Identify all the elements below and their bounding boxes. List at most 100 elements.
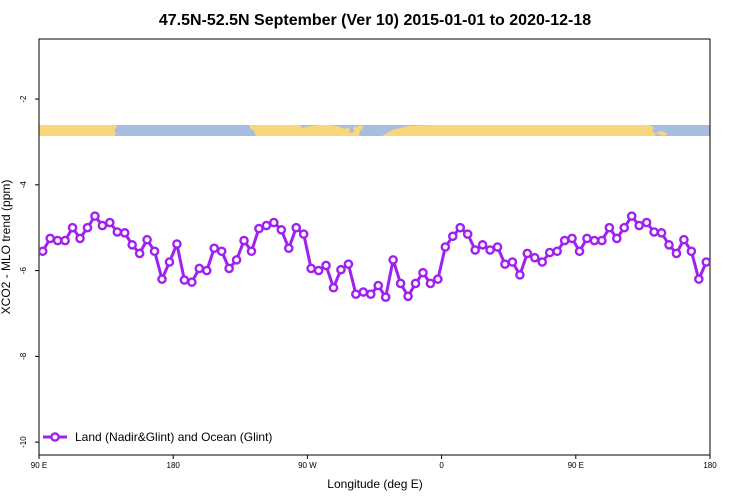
data-point [462,229,473,239]
x-tick-label: 90 E [568,461,584,470]
data-point [604,222,615,233]
plot-frame [38,38,711,456]
data-point [365,289,376,299]
data-point [477,240,488,250]
data-point [351,289,361,299]
data-point [544,247,555,258]
data-point [567,233,577,244]
data-point [97,220,108,231]
y-axis-label: XCO2 - MLO trend (ppm) [0,180,13,315]
data-point [686,246,697,257]
data-point [306,263,316,274]
data-point [172,239,182,249]
data-point [142,234,152,245]
data-point [612,233,622,244]
data-point [343,259,354,269]
data-point [395,278,406,289]
data-point [358,287,369,297]
data-point [515,270,525,280]
data-point [425,278,436,289]
data-point [269,217,279,228]
data-point [559,235,570,246]
data-point [574,246,585,257]
x-tick-label: 180 [703,461,717,470]
data-point [388,255,398,265]
y-tick-label: -8 [19,352,28,360]
data-point [194,263,205,274]
data-point [679,234,689,245]
data-point [187,277,197,287]
y-tick-label: -6 [19,266,28,274]
legend-label: Land (Nadir&Glint) and Ocean (Glint) [75,430,272,444]
data-point [82,222,93,233]
y-tick-label: -4 [19,181,28,189]
data-point [201,265,212,276]
data-point [537,257,548,267]
data-point [52,235,63,246]
data-point [641,217,652,228]
data-point [298,229,309,239]
data-point [157,274,167,284]
data-point [60,235,70,246]
data-point [246,246,257,257]
data-point [701,257,710,267]
data-point [313,265,324,276]
x-tick-label: 0 [439,461,444,470]
data-point [470,245,480,255]
data-point [119,228,130,238]
data-point [656,228,667,238]
data-point [149,246,160,257]
data-point [380,292,391,302]
data-point [664,240,674,250]
data-point [276,225,287,235]
data-point [261,220,272,231]
data-point [254,223,264,234]
x-tick-label: 90 E [31,461,47,470]
chart-title: 47.5N-52.5N September (Ver 10) 2015-01-0… [159,12,591,29]
data-point [321,260,331,271]
land-band [39,125,668,136]
surface-strip [39,125,710,136]
data-point [418,267,428,278]
data-point [403,291,413,302]
data-point [410,278,421,289]
data-point [336,264,346,275]
data-point [492,242,503,252]
data-point [105,217,115,228]
data-point [649,227,659,237]
data-point [619,222,630,233]
data-point [455,222,466,233]
data-point [582,233,592,244]
data-point [626,211,637,221]
data-point [522,248,533,259]
y-axis: -2 -4 -6 -8 -10 [19,95,39,448]
data-point [164,257,175,267]
data-point [90,211,100,221]
y-tick-label: -2 [19,95,28,103]
data-point [134,248,145,259]
data-point [529,252,540,263]
data-point [283,243,294,254]
data-point [694,274,704,284]
data-point [440,242,451,252]
data-point [179,275,190,285]
x-axis-label: Longitude (deg E) [327,477,422,491]
ocean-band [39,125,710,136]
data-point [500,259,510,269]
data-point [597,235,607,246]
data-point [589,235,600,246]
y-tick-label: -10 [19,436,28,448]
data-point [373,280,384,291]
data-point [239,235,249,246]
legend-marker [50,432,60,442]
data-point [507,257,518,267]
legend: Land (Nadir&Glint) and Ocean (Glint) [43,430,272,444]
data-point [485,245,495,255]
data-point [209,243,220,254]
data-point [39,246,48,257]
x-axis: 90 E 180 90 W 0 90 E 180 [31,455,717,470]
data-point [447,231,458,242]
data-point [671,248,682,259]
data-point [433,274,443,284]
